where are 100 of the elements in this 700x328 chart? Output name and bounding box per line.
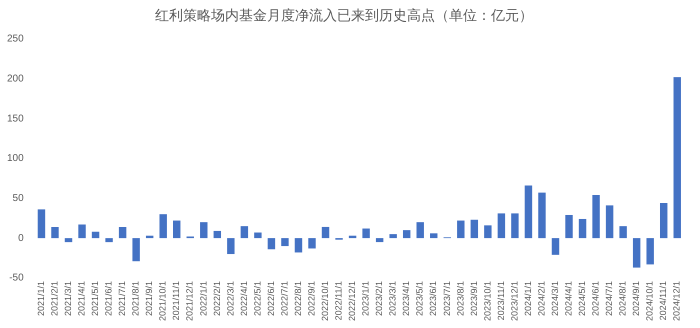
x-tick-label: 2023/4/1 — [401, 280, 412, 316]
bar — [632, 238, 640, 268]
bar — [240, 226, 248, 238]
bar — [484, 225, 492, 238]
bar — [268, 238, 276, 250]
x-tick-label: 2021/2/1 — [49, 280, 60, 316]
bar — [146, 236, 154, 238]
x-tick-label: 2022/10/1 — [320, 280, 330, 322]
x-tick-label: 2024/4/1 — [564, 280, 574, 316]
x-tick-label: 2022/1/1 — [198, 280, 208, 316]
bar — [254, 232, 262, 238]
x-tick-label: 2024/12/1 — [672, 280, 682, 322]
bar — [362, 228, 370, 238]
x-tick-label: 2022/4/1 — [238, 280, 249, 316]
x-tick-label: 2021/4/1 — [76, 280, 87, 316]
x-tick-label: 2023/12/1 — [509, 280, 520, 322]
y-tick-label: 250 — [6, 34, 24, 45]
x-tick-label: 2021/5/1 — [90, 280, 100, 316]
bar — [214, 230, 222, 238]
bar — [524, 185, 532, 238]
x-tick-label: 2021/8/1 — [130, 280, 141, 316]
bar — [389, 234, 397, 238]
x-tick-label: 2023/11/1 — [496, 280, 506, 320]
bar — [402, 230, 410, 238]
bar — [430, 233, 438, 238]
y-tick-label: -50 — [9, 272, 24, 284]
x-tick-label: 2022/11/1 — [334, 280, 344, 320]
bar — [538, 192, 546, 238]
bar — [322, 226, 330, 238]
x-tick-label: 2023/5/1 — [414, 280, 425, 316]
x-tick-label: 2024/11/1 — [658, 280, 668, 320]
x-tick-label: 2024/1/1 — [522, 280, 533, 316]
x-tick-label: 2022/7/1 — [279, 280, 290, 316]
bar — [173, 220, 180, 238]
x-tick-label: 2024/5/1 — [577, 280, 588, 316]
x-tick-label: 2022/6/1 — [266, 280, 276, 316]
x-tick-label: 2022/9/1 — [306, 280, 316, 316]
x-tick-label: 2023/1/1 — [360, 280, 371, 316]
x-tick-label: 2024/7/1 — [604, 280, 614, 316]
bar — [92, 232, 100, 238]
bar — [200, 222, 208, 238]
x-tick-label: 2022/5/1 — [252, 280, 262, 316]
x-tick-label: 2021/7/1 — [117, 280, 128, 316]
bar — [674, 77, 681, 238]
bar — [565, 214, 573, 238]
x-tick-label: 2023/8/1 — [455, 280, 466, 316]
x-tick-label: 2024/10/1 — [644, 280, 655, 322]
bar — [470, 220, 478, 238]
bar — [132, 238, 140, 262]
chart-title: 红利策略场内基金月度净流入已来到历史高点（单位：亿元） — [155, 8, 533, 24]
x-tick-label: 2023/10/1 — [482, 280, 492, 322]
bar — [227, 238, 235, 254]
x-tick-label: 2024/6/1 — [590, 280, 601, 316]
bar — [578, 218, 586, 238]
bar — [552, 238, 560, 255]
bar — [416, 222, 424, 238]
x-tick-label: 2022/2/1 — [212, 280, 222, 316]
x-tick-label: 2024/3/1 — [550, 280, 560, 316]
bar — [105, 238, 113, 242]
x-tick-label: 2021/11/1 — [171, 280, 182, 320]
x-tick-label: 2022/3/1 — [225, 280, 236, 316]
x-tick-label: 2021/9/1 — [144, 280, 154, 316]
bar — [511, 213, 519, 238]
x-tick-label: 2024/8/1 — [618, 280, 628, 316]
x-tick-label: 2021/12/1 — [184, 280, 195, 322]
bar — [498, 213, 506, 238]
bar — [646, 238, 654, 264]
y-tick-label: 50 — [12, 192, 24, 204]
x-tick-label: 2023/9/1 — [468, 280, 479, 316]
x-tick-label: 2022/12/1 — [347, 280, 358, 322]
y-tick-label: 150 — [6, 113, 24, 124]
bar — [348, 236, 356, 238]
y-tick-label: 0 — [18, 232, 24, 244]
x-tick-label: 2023/7/1 — [442, 280, 452, 316]
bar — [281, 238, 289, 246]
bar — [51, 226, 59, 238]
bar — [118, 226, 126, 238]
bar — [660, 203, 668, 238]
x-tick-label: 2024/9/1 — [631, 280, 642, 316]
x-tick-label: 2022/8/1 — [292, 280, 303, 316]
x-tick-label: 2024/2/1 — [536, 280, 546, 316]
bar — [376, 238, 384, 242]
bar — [294, 238, 302, 252]
bar — [592, 195, 600, 238]
y-tick-label: 100 — [6, 153, 24, 164]
bar — [619, 226, 627, 238]
bar — [64, 238, 72, 242]
x-tick-label: 2021/1/1 — [36, 280, 46, 316]
x-tick-label: 2021/10/1 — [158, 280, 168, 322]
x-tick-label: 2023/6/1 — [428, 280, 438, 316]
bar — [308, 238, 316, 248]
bar — [78, 224, 86, 238]
bar — [457, 220, 465, 238]
x-tick-label: 2021/3/1 — [62, 280, 73, 316]
y-tick-label: 200 — [6, 73, 24, 84]
bar — [606, 205, 614, 238]
bar — [159, 214, 167, 238]
x-tick-label: 2021/6/1 — [104, 280, 114, 316]
x-tick-label: 2023/2/1 — [374, 280, 384, 316]
bar — [38, 209, 46, 238]
